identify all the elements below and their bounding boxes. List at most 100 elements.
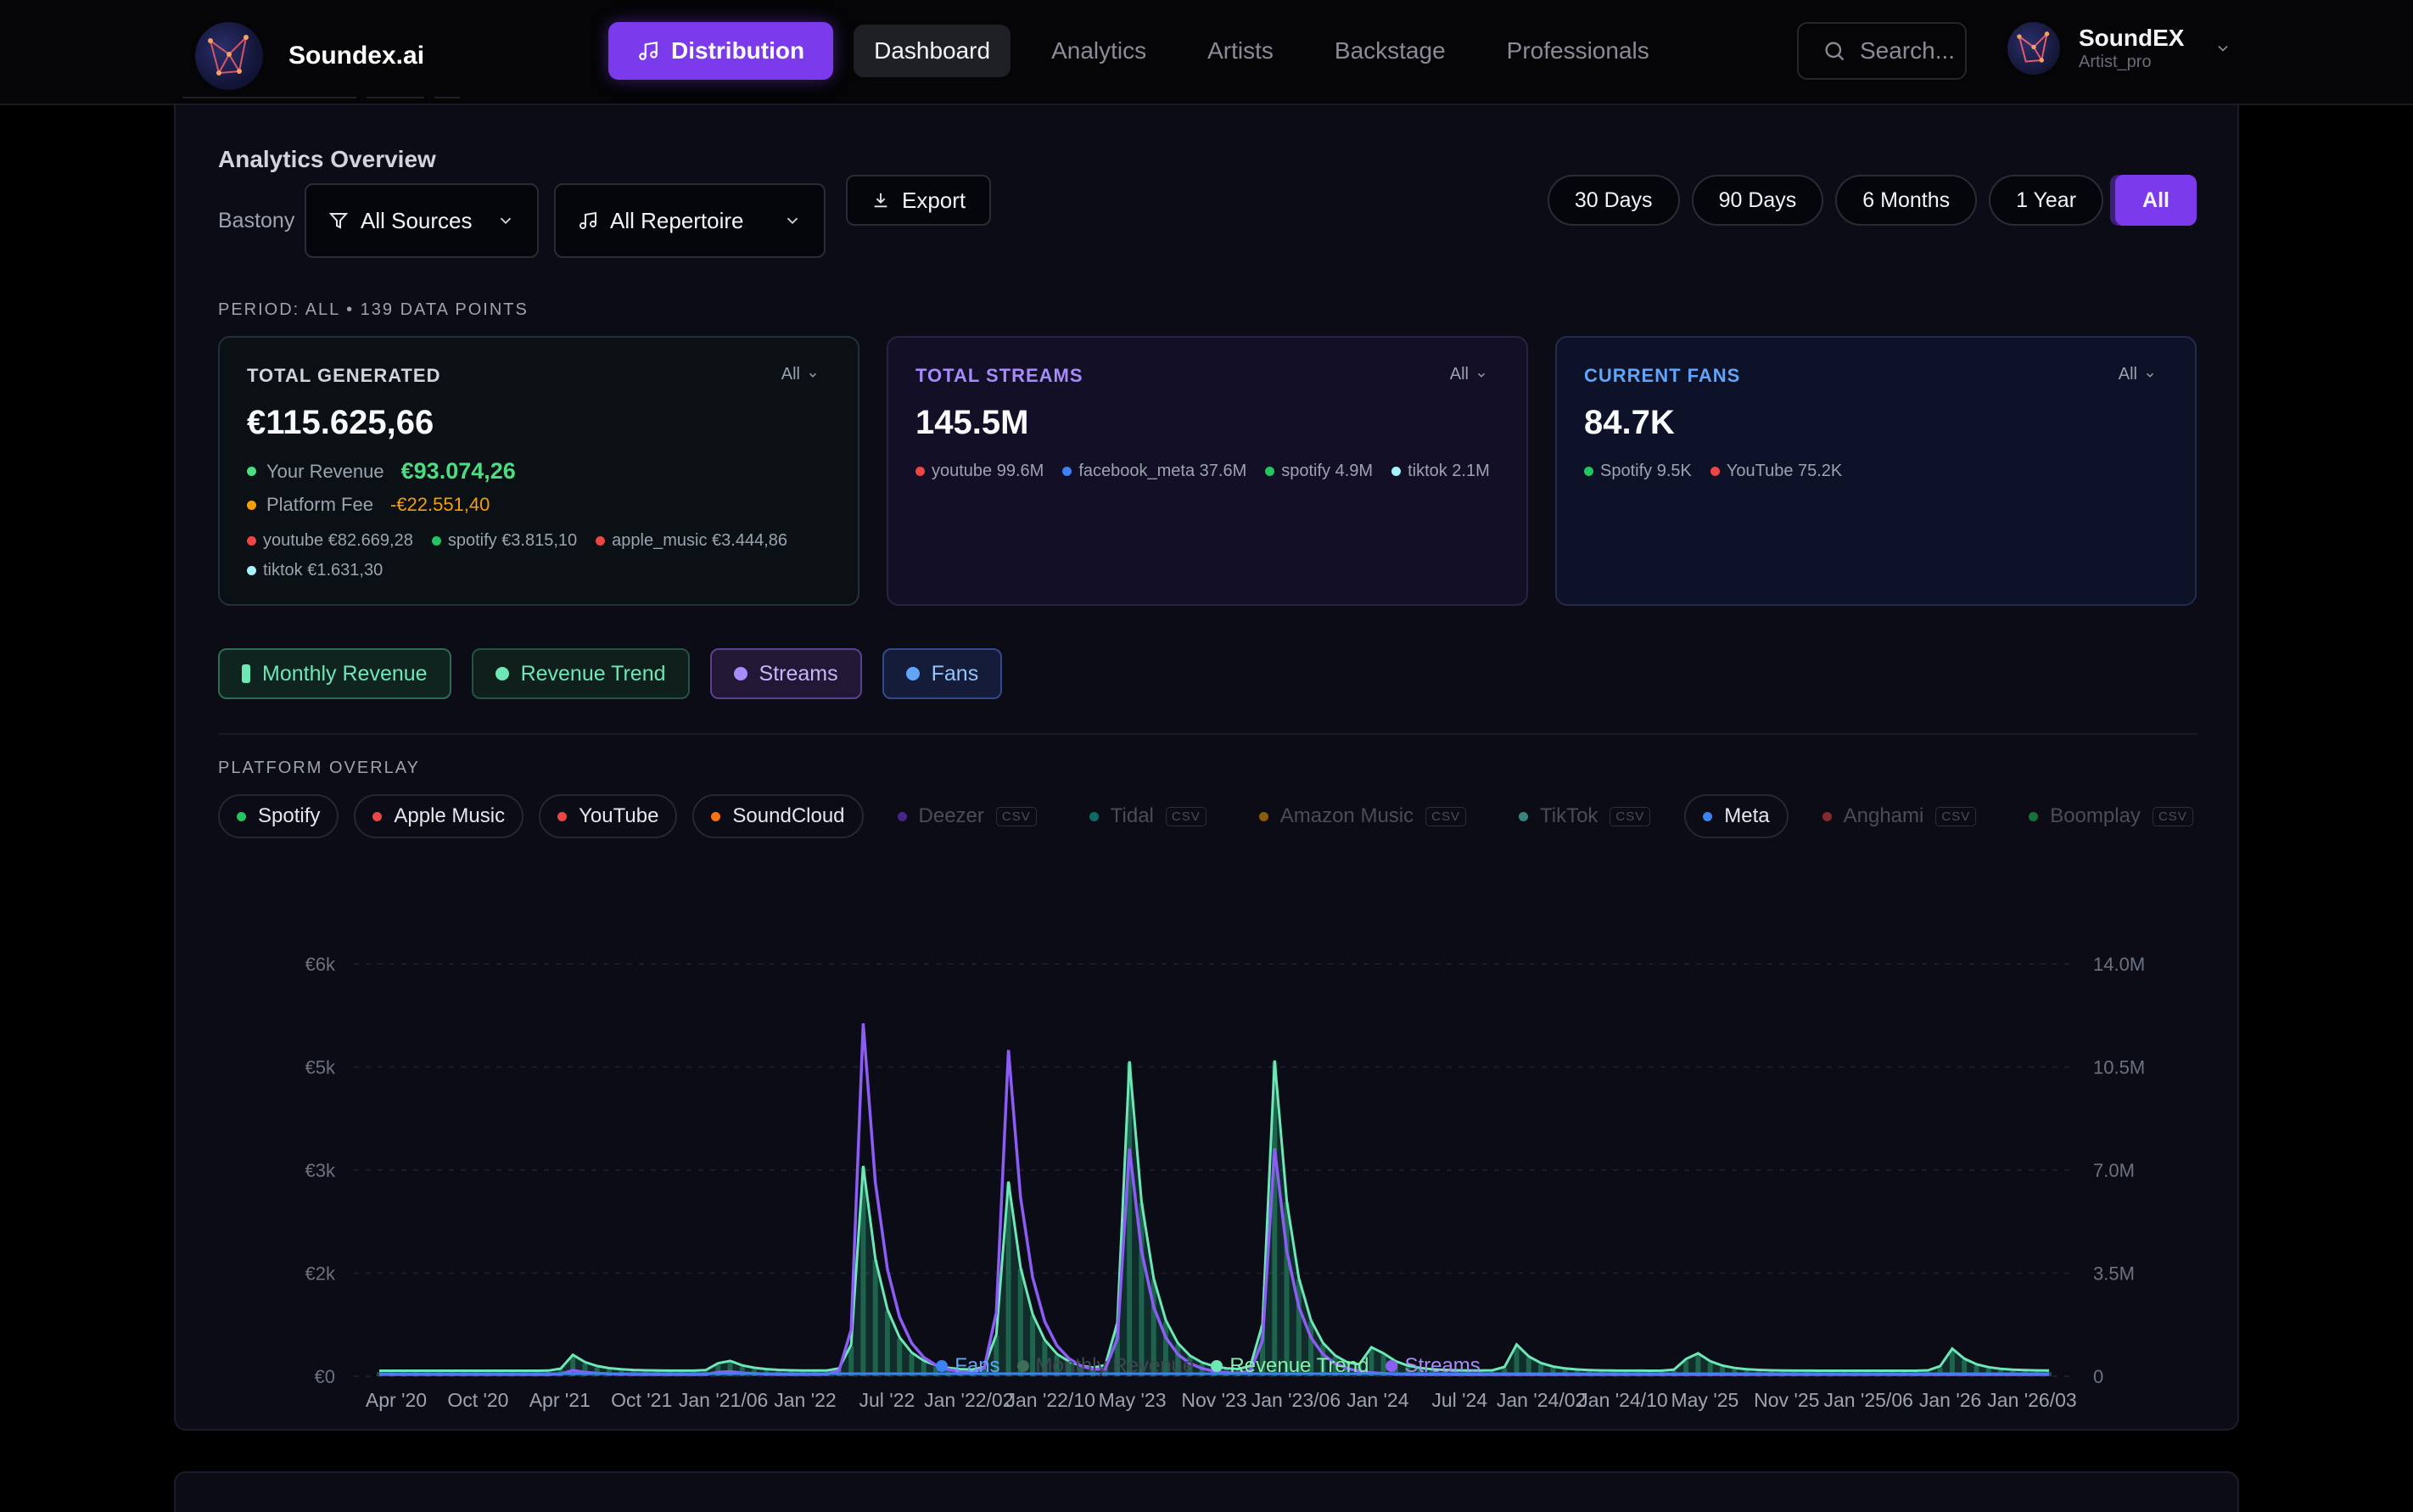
- legend-item-streams[interactable]: Streams: [1386, 1354, 1481, 1378]
- distribution-button[interactable]: Distribution: [608, 22, 834, 80]
- section-divider: [218, 733, 2198, 735]
- breakdown-label: apple_music €3.444,86: [612, 531, 787, 550]
- platform-chip-spotify[interactable]: Spotify: [218, 794, 339, 838]
- csv-tag: CSV: [2152, 806, 2193, 826]
- monthly-revenue-bar: [1550, 1368, 1556, 1376]
- platform-chip-tidal[interactable]: Tidal CSV: [1071, 794, 1225, 838]
- nav-item-backstage[interactable]: Backstage: [1334, 37, 1446, 64]
- y-tick-label-right: 10.5M: [2093, 1057, 2145, 1078]
- nav-item-dashboard[interactable]: Dashboard: [854, 25, 1011, 77]
- chevron-down-icon: [809, 372, 817, 378]
- streams-breakdown: youtube 99.6M facebook_meta 37.6M spotify …: [915, 462, 1509, 481]
- toggle-label: Fans: [931, 661, 979, 686]
- platform-chip-soundcloud[interactable]: SoundCloud: [692, 794, 864, 838]
- chart-legend: Fans Monthly Revenue Revenue Trend Streams: [176, 1354, 2241, 1378]
- platform-chip-amazon-music[interactable]: Amazon Music CSV: [1240, 794, 1485, 838]
- filter-value: All: [781, 365, 800, 384]
- platform-label: YouTube: [579, 804, 659, 827]
- csv-tag: CSV: [1610, 806, 1651, 826]
- x-tick-label: Jan '26/03: [1987, 1389, 2076, 1411]
- monthly-revenue-bar: [1707, 1362, 1713, 1376]
- period-1-year[interactable]: 1 Year: [1989, 175, 2104, 226]
- nav-item-artists[interactable]: Artists: [1207, 37, 1274, 64]
- x-tick-label: Jan '22/10: [1005, 1389, 1095, 1411]
- repertoire-dropdown[interactable]: All Repertoire: [554, 183, 826, 258]
- platform-dot: [1089, 811, 1099, 821]
- monthly-revenue-bar: [848, 1346, 854, 1376]
- analytics-chart: €6k €5k €3k €2k €0 14.0M 10.5M 7.0M 3.5M 0 Apr '20…: [305, 954, 2146, 1411]
- x-tick-label: Jul '22: [859, 1389, 915, 1411]
- total-generated-filter[interactable]: All: [781, 365, 819, 384]
- platform-label: Apple Music: [394, 804, 506, 827]
- breakdown-dot: [247, 536, 256, 546]
- x-tick-label: Jan '24/02: [1497, 1389, 1586, 1411]
- platform-chip-youtube[interactable]: YouTube: [539, 794, 678, 838]
- fans-breakdown: Spotify 9.5K YouTube 75.2K: [1584, 462, 2178, 481]
- legend-item-monthly-revenue[interactable]: Monthly Revenue: [1016, 1354, 1195, 1378]
- monthly-revenue-bar: [1538, 1364, 1544, 1376]
- breakdown-item: tiktok 2.1M: [1391, 462, 1490, 481]
- toggle-revenue-trend[interactable]: Revenue Trend: [471, 648, 690, 699]
- monthly-revenue-bar: [1260, 1325, 1266, 1376]
- fee-dot: [247, 500, 256, 510]
- monthly-revenue-bar: [1151, 1280, 1156, 1376]
- platform-fee-row: Platform Fee -€22.551,40: [247, 494, 490, 516]
- platform-chip-boomplay[interactable]: Boomplay CSV: [2010, 794, 2198, 838]
- platform-fee-label: Platform Fee: [266, 494, 373, 515]
- monthly-revenue-bar: [1272, 1061, 1278, 1376]
- breakdown-label: YouTube 75.2K: [1726, 462, 1843, 480]
- legend-label: Monthly Revenue: [1035, 1354, 1195, 1377]
- sources-dropdown[interactable]: All Sources: [305, 183, 539, 258]
- brand-logo-icon: [195, 22, 263, 90]
- x-tick-label: Oct '20: [447, 1389, 508, 1411]
- breakdown-label: spotify €3.815,10: [447, 531, 578, 550]
- breakdown-item: spotify €3.815,10: [431, 531, 578, 551]
- user-menu[interactable]: SoundEX Artist_pro: [2007, 22, 2231, 75]
- monthly-revenue-bar: [1162, 1321, 1168, 1376]
- toggle-fans[interactable]: Fans: [882, 648, 1003, 699]
- x-tick-label: Jul '24: [1431, 1389, 1487, 1411]
- monthly-revenue-bar: [1502, 1368, 1508, 1376]
- monthly-revenue-bar: [1139, 1202, 1145, 1376]
- period-all[interactable]: All: [2115, 175, 2197, 226]
- platform-label: Boomplay: [2050, 804, 2141, 827]
- breakdown-label: spotify 4.9M: [1281, 462, 1374, 480]
- breakdown-item: youtube €82.669,28: [247, 531, 413, 551]
- platform-chip-anghami[interactable]: Anghami CSV: [1804, 794, 1996, 838]
- total-streams-filter[interactable]: All: [1450, 365, 1487, 384]
- x-tick-label: Apr '20: [366, 1389, 427, 1411]
- x-tick-label: Jan '26: [1919, 1389, 1981, 1411]
- monthly-revenue-bar: [1974, 1365, 1979, 1376]
- toggle-monthly-revenue[interactable]: Monthly Revenue: [218, 648, 451, 699]
- analytics-overview-card: Analytics Overview Bastony All Sources A…: [174, 105, 2239, 1431]
- breakdown-item: tiktok €1.631,30: [247, 561, 383, 580]
- current-fans-filter[interactable]: All: [2119, 365, 2156, 384]
- x-tick-label: Jan '22: [774, 1389, 836, 1411]
- breakdown-dot: [915, 467, 925, 476]
- total-streams-title: TOTAL STREAMS: [915, 365, 1083, 386]
- export-button[interactable]: Export: [846, 175, 992, 226]
- legend-item-fans[interactable]: Fans: [936, 1354, 1000, 1378]
- monthly-revenue-bar: [1719, 1367, 1725, 1376]
- platform-chip-tiktok[interactable]: TikTok CSV: [1500, 794, 1669, 838]
- monthly-revenue-bar: [1102, 1366, 1108, 1376]
- period-30-days[interactable]: 30 Days: [1547, 175, 1680, 226]
- repertoire-dropdown-value: All Repertoire: [610, 207, 744, 233]
- period-6-months[interactable]: 6 Months: [1835, 175, 1978, 226]
- toggle-streams[interactable]: Streams: [709, 648, 862, 699]
- platform-chip-apple-music[interactable]: Apple Music: [354, 794, 524, 838]
- revenue-dot: [247, 467, 256, 476]
- platform-chip-deezer[interactable]: Deezer CSV: [879, 794, 1055, 838]
- search-input[interactable]: Search...: [1797, 22, 1967, 80]
- breakdown-dot: [1584, 467, 1593, 476]
- legend-item-revenue-trend[interactable]: Revenue Trend: [1211, 1354, 1369, 1378]
- nav-item-professionals[interactable]: Professionals: [1506, 37, 1649, 64]
- nav-item-analytics[interactable]: Analytics: [1051, 37, 1147, 64]
- period-90-days[interactable]: 90 Days: [1691, 175, 1824, 226]
- brand[interactable]: Soundex.ai: [195, 22, 424, 90]
- legend-dot: [1211, 1360, 1223, 1372]
- platform-label: Meta: [1724, 804, 1770, 827]
- legend-dot: [1016, 1360, 1029, 1372]
- platform-chip-meta[interactable]: Meta: [1684, 794, 1789, 838]
- y-tick-label-right: 7.0M: [2093, 1160, 2135, 1181]
